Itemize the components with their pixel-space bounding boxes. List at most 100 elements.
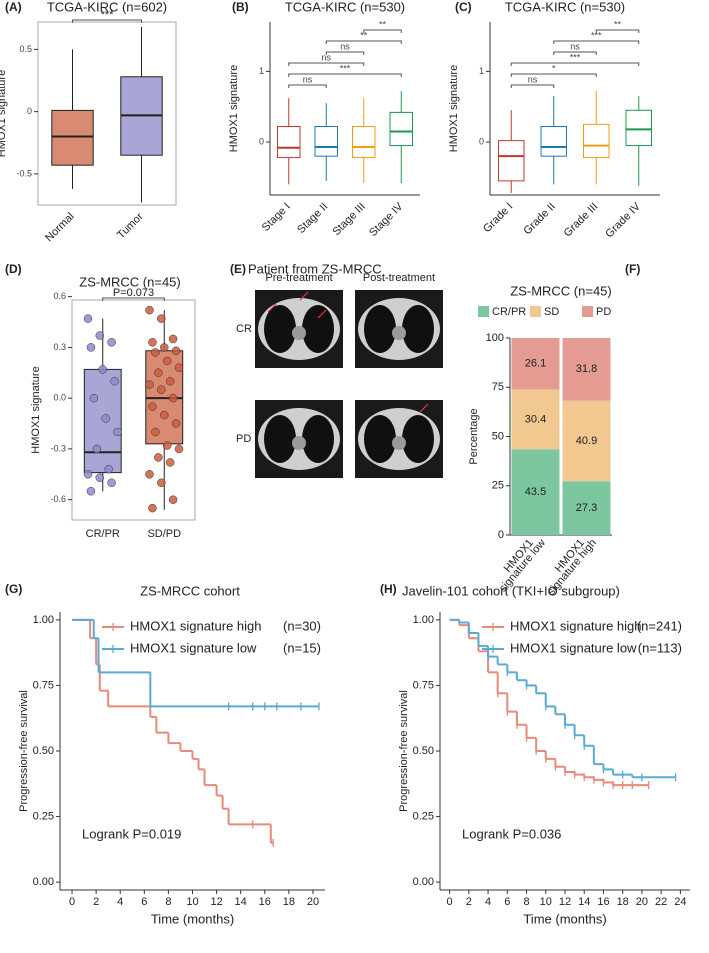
y-tick-label: 0 [498, 529, 504, 541]
lung [402, 415, 434, 463]
legend-swatch [478, 306, 489, 317]
lung [264, 415, 296, 463]
y-axis-label: HMOX1 signature [0, 70, 8, 157]
legend-label: HMOX1 signature low [510, 640, 637, 655]
data-point [98, 365, 107, 374]
x-tick-label: 22 [655, 896, 667, 908]
y-tick-label: 0.50 [33, 745, 54, 757]
data-point [160, 410, 169, 420]
box [314, 126, 338, 157]
box [51, 109, 94, 166]
y-tick-label: 0.6 [53, 291, 66, 301]
panel-label: (B) [232, 0, 249, 14]
x-tick-label: 10 [540, 896, 552, 908]
y-tick-label: 0 [479, 136, 484, 146]
comparison-label: ** [614, 19, 622, 29]
chart-title: Patient from ZS-MRCC [248, 261, 382, 276]
data-point [148, 402, 157, 411]
y-axis-label: HMOX1 signature [30, 366, 42, 453]
data-point [157, 478, 166, 488]
comparison-bracket [102, 297, 165, 301]
x-tick-label: 0 [69, 896, 75, 908]
column-label: Pre-treatment [265, 272, 332, 284]
data-point [95, 473, 105, 482]
data-point [174, 444, 184, 454]
comparison-label: ** [379, 19, 387, 29]
value-label: 30.4 [525, 413, 546, 425]
heart [292, 326, 306, 340]
comparison-label: ns [570, 41, 580, 51]
value-label: 27.3 [576, 502, 597, 514]
lung [402, 305, 434, 353]
legend-n: (n=15) [283, 640, 321, 655]
y-tick-label: 0 [259, 136, 264, 146]
x-tick-label: 24 [674, 896, 686, 908]
box [277, 126, 301, 159]
data-point [154, 453, 163, 462]
panel-label: (D) [5, 262, 22, 276]
row-label: PD [236, 433, 251, 445]
data-point [110, 376, 119, 386]
arrow [267, 303, 277, 313]
data-point [151, 348, 160, 357]
data-point [104, 464, 113, 474]
data-point [83, 470, 93, 479]
data-point [171, 346, 181, 356]
chart-title: TCGA-KIRC (n=530) [505, 0, 625, 14]
y-tick-label: 0.00 [33, 876, 54, 888]
legend-label: HMOX1 signature high [510, 618, 642, 633]
data-point [101, 414, 110, 423]
y-axis-label: Percentage [468, 408, 480, 464]
y-tick-label: 100 [486, 332, 504, 344]
legend-label: SD [544, 306, 559, 318]
data-point [107, 478, 116, 488]
data-point [148, 338, 157, 347]
legend-label: HMOX1 signature high [130, 618, 262, 633]
comparison-label: *** [591, 30, 602, 40]
data-point [148, 503, 157, 513]
data-point [168, 495, 178, 504]
comparison-bracket [288, 62, 365, 66]
x-tick-label: Normal [43, 211, 77, 245]
comparison-bracket [363, 29, 402, 33]
column-label: Post-treatment [363, 272, 435, 284]
data-point [171, 419, 181, 428]
data-point [162, 356, 172, 366]
box [498, 140, 525, 182]
x-tick-label: 4 [485, 896, 491, 908]
x-tick-label: 20 [307, 896, 319, 908]
value-label: 40.9 [576, 435, 597, 447]
x-tick-label: Stage III [330, 201, 367, 238]
box [352, 126, 376, 159]
y-axis-label: Progression-free survival [18, 690, 30, 812]
heart [392, 436, 406, 450]
comparison-label: * [552, 63, 556, 73]
x-tick-label: Tumor [115, 210, 146, 241]
x-tick-label: Stage II [295, 201, 330, 236]
x-tick-label: Grade I [481, 201, 515, 235]
comparison-label: *** [340, 63, 351, 73]
comparison-label: P=0.073 [113, 287, 154, 299]
data-point [95, 331, 105, 340]
data-point [83, 314, 93, 323]
data-point [89, 393, 99, 403]
y-tick-label: 0.75 [413, 679, 434, 691]
comparison-bracket [325, 40, 402, 44]
x-axis-label: Time (months) [151, 911, 234, 926]
y-tick-label: -0.3 [50, 443, 66, 453]
x-tick-label: 16 [597, 896, 609, 908]
x-tick-label: Stage IV [367, 200, 406, 239]
y-tick-label: 1 [259, 66, 264, 76]
panel-label: (E) [230, 262, 246, 276]
comparison-label: ns [340, 41, 350, 51]
arrow [419, 403, 429, 413]
data-point [92, 444, 102, 454]
plot-frame [71, 299, 196, 521]
x-tick-label: 4 [117, 896, 123, 908]
panel-label: (A) [5, 0, 22, 14]
y-tick-label: 0.25 [413, 810, 434, 822]
lung [364, 415, 396, 463]
x-tick-label: 6 [141, 896, 147, 908]
y-tick-label: 25 [492, 480, 504, 492]
lung [264, 305, 296, 353]
